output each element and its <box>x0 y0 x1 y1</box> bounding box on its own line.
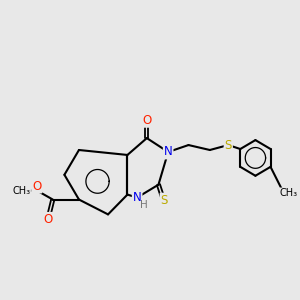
Text: O: O <box>43 213 52 226</box>
Text: N: N <box>133 191 142 204</box>
Text: N: N <box>164 146 172 158</box>
Text: H: H <box>140 200 147 210</box>
Text: S: S <box>225 139 232 152</box>
Text: S: S <box>160 194 168 207</box>
Text: O: O <box>142 114 152 127</box>
Text: CH₃: CH₃ <box>280 188 298 198</box>
Text: CH₃: CH₃ <box>12 186 30 196</box>
Text: O: O <box>32 180 41 193</box>
